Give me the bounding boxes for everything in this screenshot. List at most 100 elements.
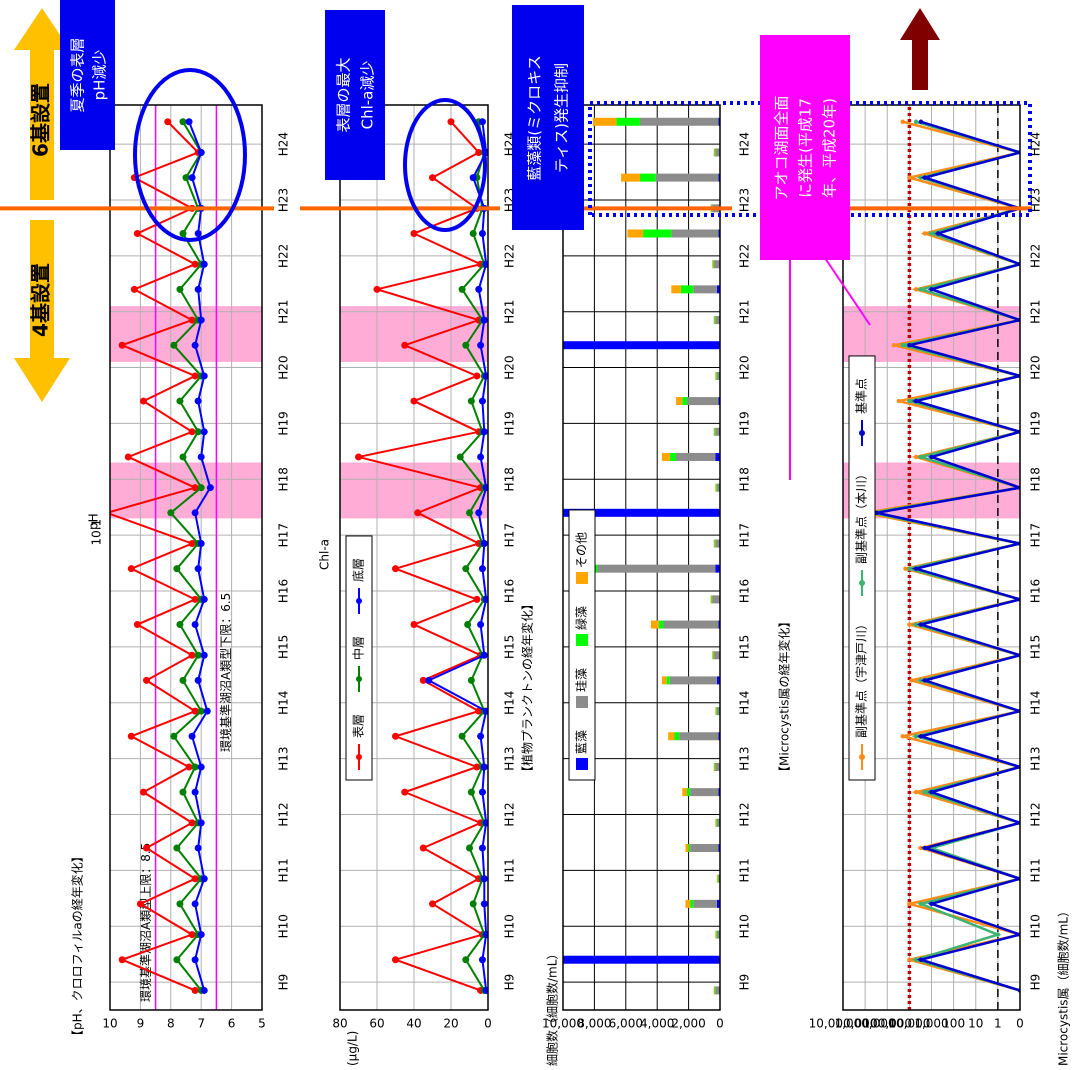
- point: [128, 565, 135, 572]
- point: [479, 956, 486, 963]
- bar-segment: [685, 844, 688, 852]
- y-tick-label: 60: [369, 1017, 384, 1031]
- point: [420, 844, 427, 851]
- point: [464, 621, 471, 628]
- bar-segment: [667, 676, 670, 684]
- x-tick-label: H9: [277, 974, 291, 991]
- point: [195, 428, 202, 435]
- bloom-note: アオコ湖面全面: [773, 95, 791, 200]
- point: [470, 174, 477, 181]
- point: [996, 932, 1000, 936]
- point: [134, 230, 141, 237]
- y-axis-label: Microcystis属（細胞数/mL）: [1056, 905, 1071, 1066]
- point: [914, 790, 918, 794]
- point: [923, 846, 927, 850]
- chart-title: 【Microcystis属の経年変化】: [777, 615, 792, 778]
- point: [195, 677, 202, 684]
- x-tick-label: H15: [277, 635, 291, 659]
- point: [173, 844, 180, 851]
- bar-segment: [715, 707, 716, 715]
- bar-segment: [682, 788, 687, 796]
- point: [392, 733, 399, 740]
- plots: 5678910H9H10H11H12H13H14H15H16H17H18H19H…: [0, 105, 1071, 1066]
- y-tick-label: 20: [443, 1017, 458, 1031]
- four-units: 4基設置: [29, 263, 53, 337]
- point: [470, 900, 477, 907]
- point: [201, 428, 208, 435]
- point: [176, 621, 183, 628]
- legend-label: 基準点: [854, 378, 869, 414]
- point: [479, 398, 486, 405]
- point: [470, 230, 477, 237]
- point: [198, 819, 205, 826]
- point: [919, 287, 923, 291]
- x-tick-label: H10: [277, 914, 291, 938]
- x-tick-label: H9: [503, 974, 517, 991]
- bar-segment: [712, 595, 720, 603]
- bar-segment: [621, 174, 640, 182]
- point: [919, 622, 923, 626]
- point: [131, 286, 138, 293]
- bar-segment: [714, 651, 720, 659]
- legend-label: 表層: [352, 714, 366, 738]
- point: [923, 790, 927, 794]
- point: [179, 453, 186, 460]
- bar-segment: [668, 732, 674, 740]
- legend-swatch: [576, 758, 588, 770]
- rotated-figure: 5678910H9H10H11H12H13H14H15H16H17H18H19H…: [0, 0, 1076, 1070]
- bar-segment: [714, 986, 715, 994]
- bar-segment: [627, 229, 643, 237]
- y-tick-label: 10: [102, 1017, 117, 1031]
- bar-segment: [711, 595, 712, 603]
- point: [192, 789, 199, 796]
- point: [128, 733, 135, 740]
- x-tick-label: H20: [1029, 355, 1043, 379]
- point: [411, 398, 418, 405]
- bar-segment: [715, 540, 716, 548]
- legend-swatch: [576, 572, 588, 584]
- point: [477, 621, 484, 628]
- point: [170, 342, 177, 349]
- point: [192, 956, 199, 963]
- point: [198, 453, 205, 460]
- x-tick-label: H10: [503, 914, 517, 938]
- x-tick-label: H15: [1029, 635, 1043, 659]
- legend-label: 副基準点（宇津戸川）: [854, 618, 869, 738]
- legend-label: 底層: [351, 558, 366, 582]
- point: [198, 317, 205, 324]
- point: [414, 509, 421, 516]
- point: [179, 789, 186, 796]
- point: [179, 677, 186, 684]
- point: [140, 789, 147, 796]
- point: [143, 677, 150, 684]
- bar-segment: [685, 900, 690, 908]
- point: [479, 118, 486, 125]
- bar-segment: [676, 397, 682, 405]
- point: [481, 900, 488, 907]
- bar-segment: [524, 341, 563, 349]
- x-tick-label: H12: [503, 802, 517, 826]
- point: [892, 343, 896, 347]
- point: [429, 900, 436, 907]
- y-tick-label: 1: [994, 1017, 1002, 1031]
- bar-segment: [662, 453, 670, 461]
- point: [914, 566, 918, 570]
- bar-segment: [643, 229, 671, 237]
- point: [198, 931, 205, 938]
- point: [195, 565, 202, 572]
- point: [170, 733, 177, 740]
- x-tick-label: H18: [503, 467, 517, 491]
- x-tick-label: H10: [738, 914, 752, 938]
- bar-segment: [593, 118, 617, 126]
- legend-marker: [859, 580, 865, 586]
- point: [189, 174, 196, 181]
- point: [903, 566, 907, 570]
- bar-segment: [713, 651, 714, 659]
- bar-segment: [716, 707, 717, 715]
- point: [192, 987, 199, 994]
- bar-segment: [659, 621, 664, 629]
- x-tick-label: H13: [1029, 746, 1043, 770]
- x-tick-label: H20: [503, 355, 517, 379]
- bar-segment: [687, 788, 690, 796]
- bar-segment: [716, 372, 717, 380]
